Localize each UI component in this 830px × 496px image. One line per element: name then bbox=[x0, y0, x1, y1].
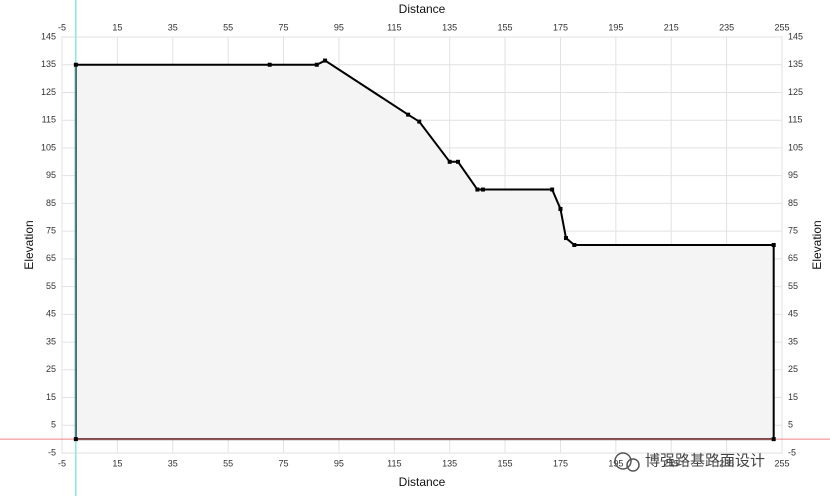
y-tick-label: 85 bbox=[46, 198, 56, 208]
x-tick-label: 255 bbox=[774, 458, 789, 468]
watermark-icon bbox=[614, 452, 632, 470]
x-axis-title-bottom: Distance bbox=[399, 475, 446, 489]
y-tick-label: 45 bbox=[788, 309, 798, 319]
y-tick-label: 145 bbox=[788, 31, 803, 41]
vertex bbox=[417, 119, 422, 124]
y-tick-label: 95 bbox=[788, 170, 798, 180]
x-tick-label: 35 bbox=[168, 458, 178, 468]
x-tick-label: 75 bbox=[279, 458, 289, 468]
watermark-text: 博强路基路面设计 bbox=[645, 452, 765, 470]
y-tick-label: 125 bbox=[41, 87, 56, 97]
vertex bbox=[314, 62, 319, 67]
x-tick-label: 235 bbox=[719, 22, 734, 32]
x-tick-label: 215 bbox=[664, 458, 679, 468]
vertex bbox=[480, 187, 485, 192]
x-tick-label: 135 bbox=[442, 22, 457, 32]
vertex bbox=[406, 112, 411, 117]
x-tick-label: 115 bbox=[387, 458, 401, 468]
y-tick-label: 75 bbox=[788, 226, 798, 236]
y-tick-label: 95 bbox=[46, 170, 56, 180]
y-tick-label: 55 bbox=[788, 281, 798, 291]
y-tick-label: 35 bbox=[788, 336, 798, 346]
vertex bbox=[323, 58, 328, 63]
x-tick-label: 35 bbox=[168, 22, 178, 32]
vertex bbox=[558, 206, 563, 211]
y-tick-label: 65 bbox=[46, 253, 56, 263]
y-tick-label: 55 bbox=[46, 281, 56, 291]
y-tick-label: 85 bbox=[788, 198, 798, 208]
y-tick-label: 115 bbox=[788, 115, 802, 125]
vertex bbox=[550, 187, 555, 192]
watermark: 博强路基路面设计 bbox=[614, 452, 765, 472]
y-tick-label: -5 bbox=[48, 447, 56, 457]
x-tick-label: 155 bbox=[498, 458, 513, 468]
y-tick-label: 135 bbox=[41, 59, 56, 69]
x-tick-label: 75 bbox=[279, 22, 289, 32]
x-tick-label: 95 bbox=[334, 22, 344, 32]
y-tick-label: 25 bbox=[788, 364, 798, 374]
y-tick-label: 115 bbox=[42, 115, 56, 125]
vertex bbox=[771, 437, 776, 442]
vertex bbox=[475, 187, 480, 192]
x-tick-label: 135 bbox=[442, 458, 457, 468]
x-tick-label: -5 bbox=[58, 22, 66, 32]
x-tick-label: -5 bbox=[58, 458, 66, 468]
x-tick-label: 115 bbox=[387, 22, 401, 32]
y-tick-label: 45 bbox=[46, 309, 56, 319]
y-axis-title-left: Elevation bbox=[22, 220, 36, 269]
y-axis-title-right: Elevation bbox=[810, 220, 824, 269]
x-axis-title-top: Distance bbox=[399, 2, 446, 16]
x-tick-label: 195 bbox=[608, 22, 623, 32]
x-tick-label: 175 bbox=[553, 22, 568, 32]
watermark-icon bbox=[626, 458, 640, 472]
y-tick-label: 5 bbox=[788, 420, 793, 430]
y-tick-label: 15 bbox=[788, 392, 798, 402]
x-tick-label: 235 bbox=[719, 458, 734, 468]
x-tick-label: 255 bbox=[774, 22, 789, 32]
y-tick-label: 105 bbox=[41, 142, 56, 152]
x-tick-label: 95 bbox=[334, 458, 344, 468]
x-tick-label: 15 bbox=[112, 22, 122, 32]
x-tick-label: 155 bbox=[498, 22, 513, 32]
vertex bbox=[73, 437, 78, 442]
x-tick-label: 215 bbox=[664, 22, 679, 32]
x-tick-label: 15 bbox=[112, 458, 122, 468]
vertex bbox=[447, 159, 452, 164]
y-tick-label: 25 bbox=[46, 364, 56, 374]
y-tick-label: 35 bbox=[46, 336, 56, 346]
vertex bbox=[564, 236, 568, 241]
x-tick-label: 55 bbox=[223, 22, 233, 32]
vertex bbox=[572, 243, 577, 247]
x-tick-label: 55 bbox=[223, 458, 233, 468]
vertex bbox=[73, 62, 78, 67]
y-tick-label: -5 bbox=[788, 447, 796, 457]
x-tick-label: 175 bbox=[553, 458, 568, 468]
y-tick-label: 135 bbox=[788, 59, 803, 69]
y-tick-label: 125 bbox=[788, 87, 803, 97]
vertex bbox=[456, 159, 460, 164]
y-tick-label: 145 bbox=[41, 31, 56, 41]
vertex bbox=[771, 243, 776, 247]
y-tick-label: 15 bbox=[46, 392, 56, 402]
vertex bbox=[267, 62, 272, 67]
y-tick-label: 5 bbox=[51, 420, 56, 430]
y-tick-label: 65 bbox=[788, 253, 798, 263]
y-tick-label: 75 bbox=[46, 226, 56, 236]
profile bbox=[74, 59, 775, 441]
y-tick-label: 105 bbox=[788, 142, 803, 152]
